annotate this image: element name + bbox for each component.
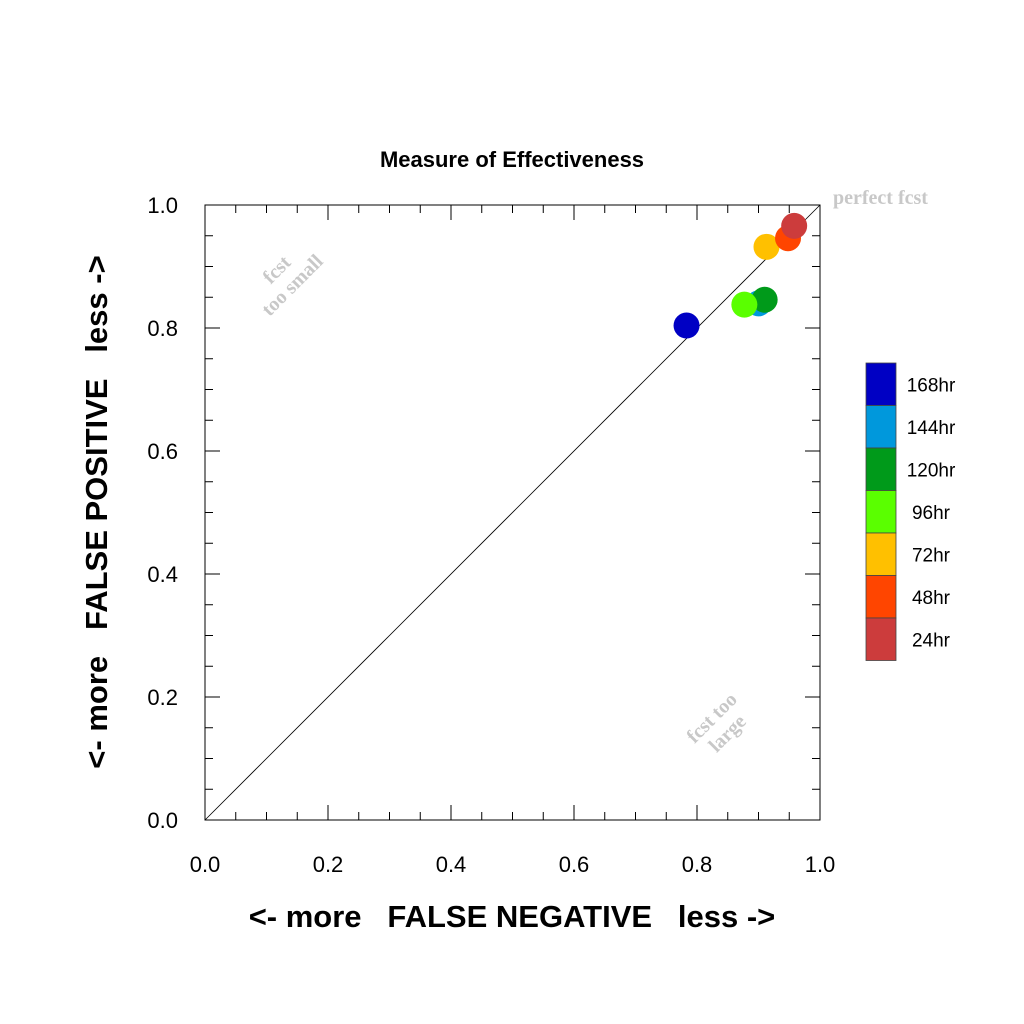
too-small-note-line: too small [257,250,327,320]
data-point-168hr [673,312,700,339]
y-tick-label: 0.4 [147,562,178,587]
y-tick-label: 0.2 [147,685,178,710]
x-tick-label: 0.2 [313,852,344,877]
y-tick-labels: 0.0 0.2 0.4 0.6 0.8 1.0 [147,193,178,833]
x-axis-title: <- more FALSE NEGATIVE less -> [249,899,776,934]
legend-swatch-48hr [865,575,897,619]
too-large-note: fcst too large [683,689,751,757]
y-tick-label: 0.0 [147,808,178,833]
legend-label-24hr: 24hr [912,630,951,651]
legend-swatch-168hr [865,362,897,406]
perfect-diagonal-line [204,204,821,821]
chart-title: Measure of Effectiveness [380,147,644,172]
x-tick-label: 0.8 [682,852,713,877]
y-axis-title: <- more FALSE POSITIVE less -> [79,255,114,768]
legend-swatch-96hr [865,490,897,534]
legend-swatch-72hr [865,532,897,576]
legend-label-48hr: 48hr [912,588,951,609]
data-points [673,212,808,339]
legend-swatch-144hr [865,405,897,449]
legend-label-96hr: 96hr [912,503,951,524]
legend: 168hr 144hr 120hr 96hr 72hr 48hr 24hr [865,362,956,661]
data-point-24hr [781,212,808,239]
y-tick-label: 1.0 [147,193,178,218]
x-tick-label: 0.4 [436,852,467,877]
legend-label-120hr: 120hr [907,460,956,481]
data-point-96hr [731,291,758,318]
legend-label-144hr: 144hr [907,418,956,439]
x-tick-label: 0.6 [559,852,590,877]
legend-swatch-120hr [865,447,897,491]
axis-ticks [204,204,821,821]
legend-swatch-24hr [865,617,897,661]
too-small-note: fcst too small [257,250,327,320]
y-tick-label: 0.6 [147,439,178,464]
y-tick-label: 0.8 [147,316,178,341]
x-tick-labels: 0.0 0.2 0.4 0.6 0.8 1.0 [190,852,836,877]
data-point-72hr [753,233,780,260]
x-tick-label: 0.0 [190,852,221,877]
data-point-120hr [751,286,778,313]
perfect-forecast-note: perfect fcst [833,187,928,209]
legend-label-168hr: 168hr [907,375,956,396]
legend-label-72hr: 72hr [912,545,951,566]
x-tick-label: 1.0 [805,852,836,877]
